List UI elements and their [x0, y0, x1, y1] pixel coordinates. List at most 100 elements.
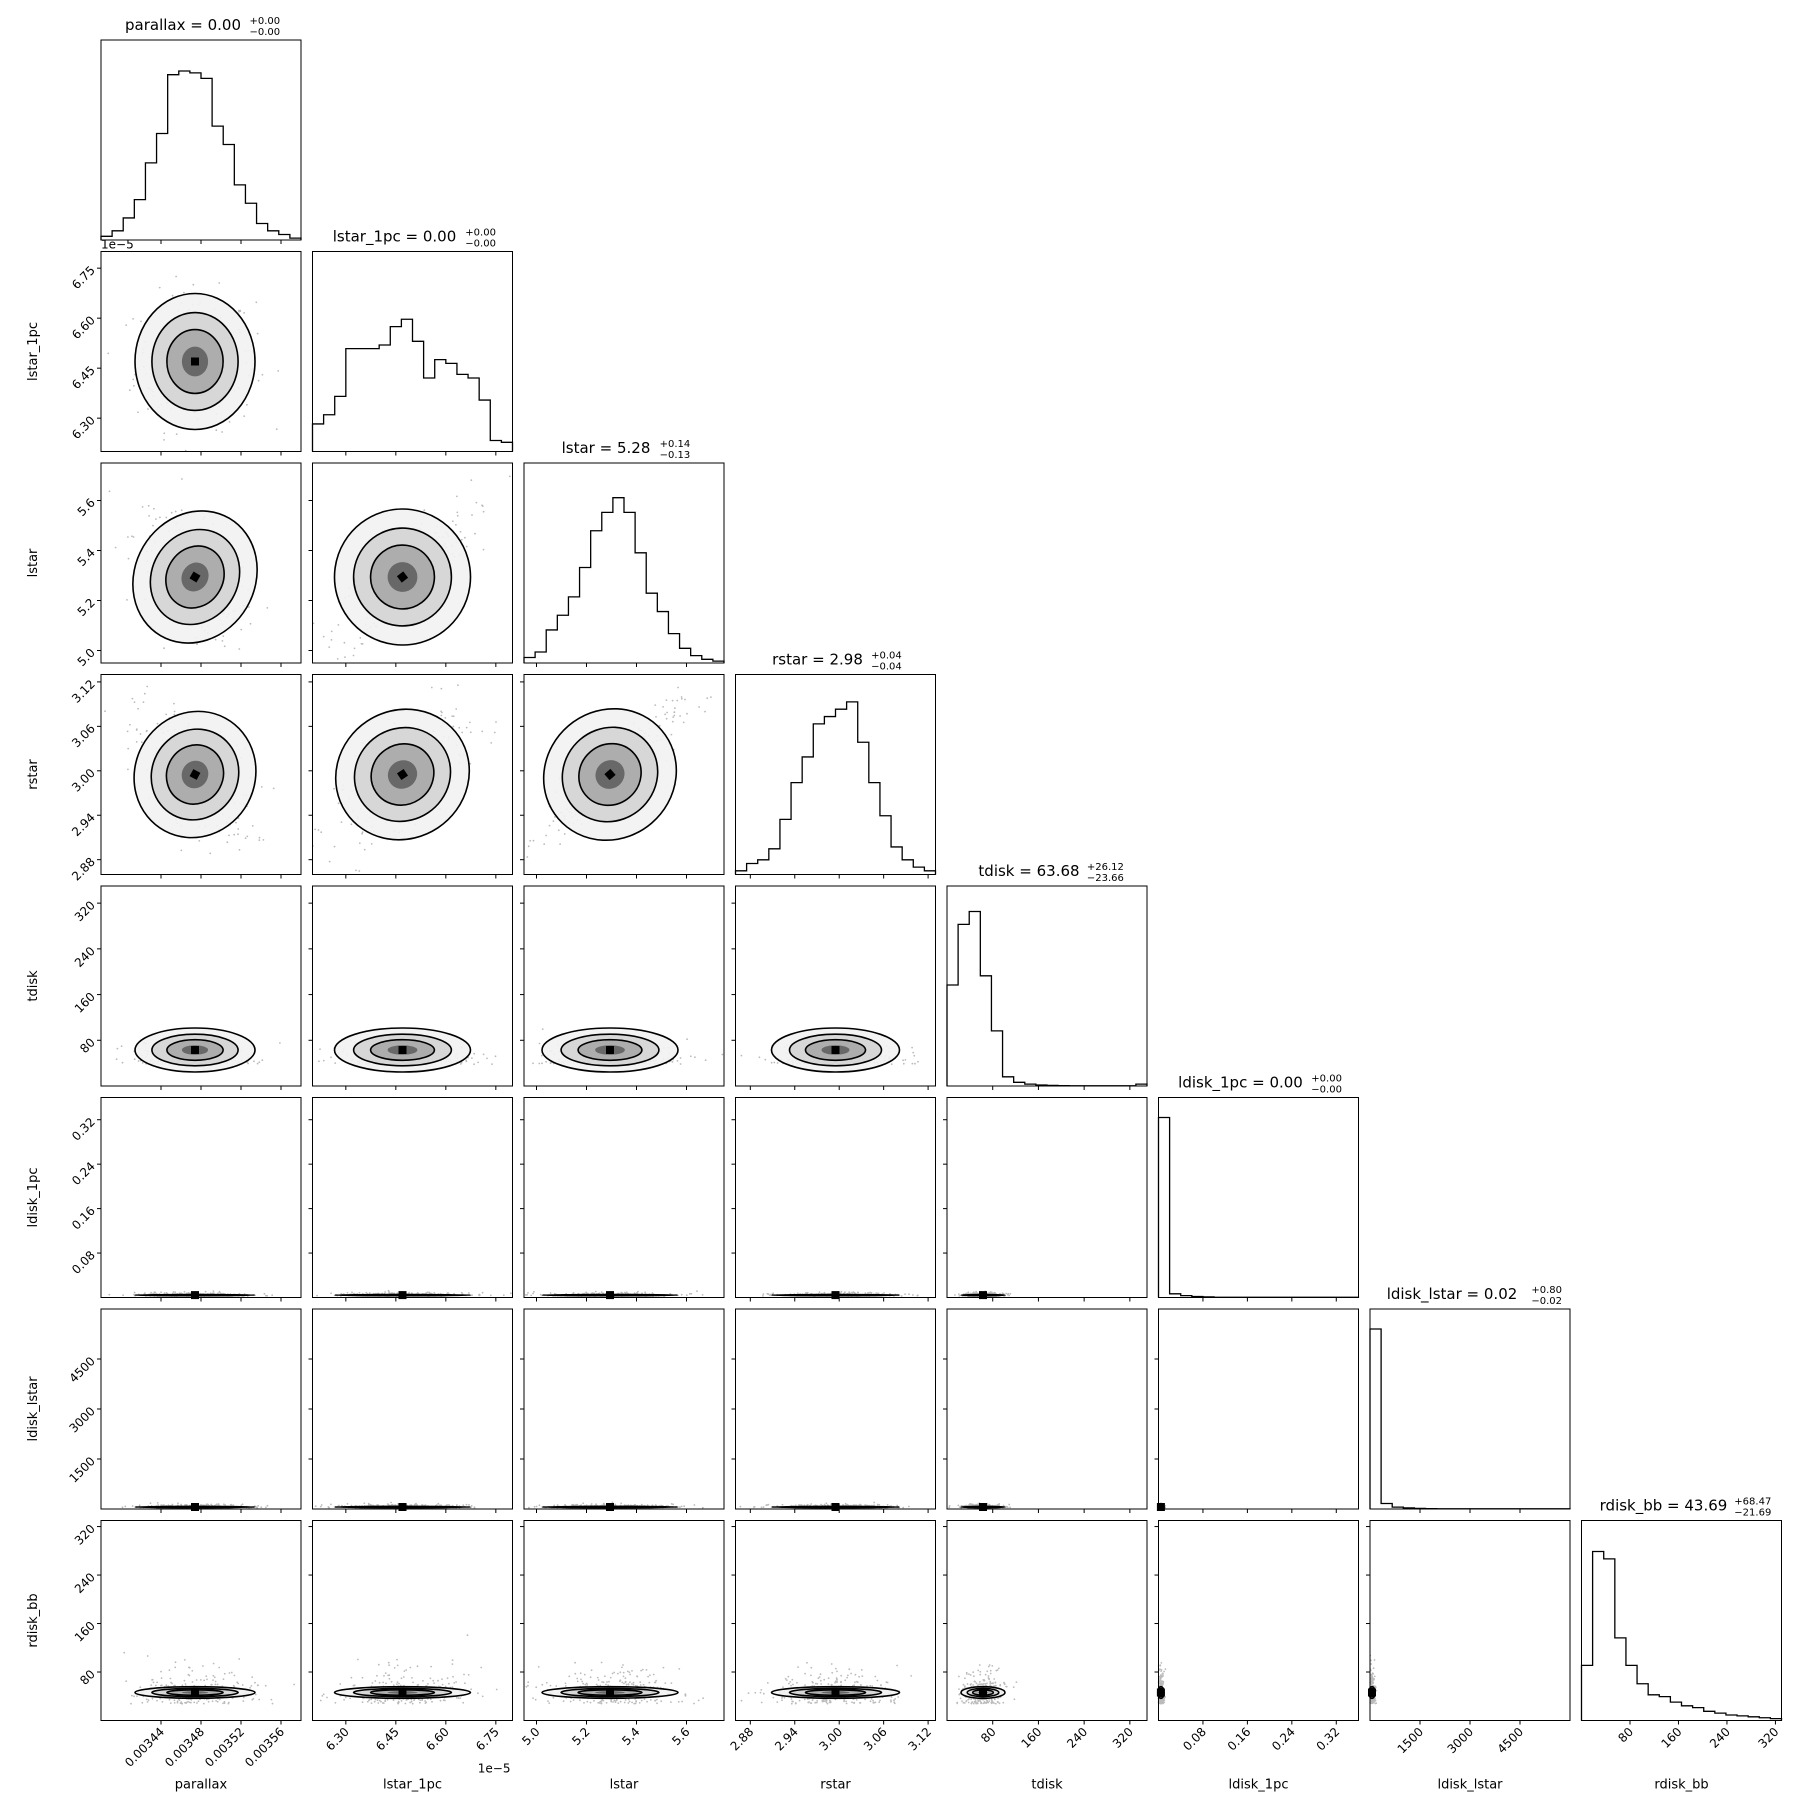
- y-tick-label: 0.32: [69, 1115, 98, 1144]
- sample-point: [671, 1061, 674, 1063]
- sample-point: [701, 1294, 704, 1296]
- sample-point: [706, 697, 709, 700]
- sample-point: [257, 1505, 259, 1507]
- sample-point: [548, 824, 551, 827]
- sample-point: [228, 834, 230, 837]
- sample-point: [165, 516, 168, 519]
- sample-point: [416, 1292, 419, 1294]
- y-tick-label: 5.6: [75, 496, 98, 519]
- sample-point: [433, 1292, 436, 1294]
- sample-point: [494, 1055, 497, 1058]
- sample-point: [239, 310, 242, 313]
- y-tick-label: 6.60: [69, 313, 98, 342]
- density-contours: [134, 1027, 256, 1073]
- sample-point: [214, 638, 217, 641]
- density-contours: [542, 707, 678, 842]
- sample-point: [465, 1503, 468, 1506]
- sample-point: [856, 1291, 859, 1294]
- sample-point: [246, 835, 249, 838]
- sample-point: [490, 742, 493, 744]
- sample-point: [127, 747, 130, 750]
- sample-point: [913, 1054, 916, 1057]
- sample-point: [318, 1060, 320, 1063]
- scatter-panel-rstar-ldisk_1pc: [731, 1097, 936, 1302]
- sample-point: [489, 1294, 492, 1297]
- sample-point: [107, 352, 110, 355]
- sample-point: [541, 1028, 544, 1030]
- sample-point: [244, 837, 247, 840]
- sample-point: [358, 842, 361, 844]
- sample-point: [478, 1294, 481, 1297]
- density-contours: [333, 1027, 472, 1073]
- sample-point: [218, 282, 221, 284]
- scatter-panel-lstar-rstar: [520, 674, 725, 879]
- density-contours: [334, 708, 471, 841]
- panel-title: lstar_1pc = 0.00 +0.00−0.00: [333, 228, 496, 250]
- density-peak: [189, 769, 201, 780]
- sample-point: [172, 1291, 175, 1293]
- sample-point: [126, 599, 128, 601]
- sample-point: [465, 726, 468, 729]
- panel-title: parallax = 0.00 +0.00−0.00: [125, 16, 280, 38]
- contour-line: [369, 544, 436, 610]
- hist-panel-ldisk_1pc: ldisk_1pc = 0.00 +0.00−0.00: [1157, 1074, 1360, 1302]
- sample-point: [152, 524, 154, 527]
- sample-point: [133, 1058, 136, 1061]
- sample-point: [137, 1060, 140, 1062]
- sample-point: [317, 829, 320, 831]
- sample-point: [456, 495, 458, 498]
- sample-point: [440, 687, 443, 690]
- lower-error: −0.00: [465, 239, 496, 250]
- sample-point: [481, 1291, 484, 1294]
- sample-point: [1006, 1293, 1009, 1296]
- sample-point: [662, 706, 664, 708]
- upper-error: +0.04: [871, 651, 902, 662]
- sample-point: [510, 1292, 512, 1295]
- sample-point: [121, 1506, 124, 1509]
- sample-point: [277, 370, 280, 372]
- sample-point: [114, 546, 117, 549]
- sample-point: [883, 1292, 885, 1294]
- sample-point: [312, 622, 315, 625]
- sample-point: [538, 1042, 541, 1045]
- sample-point: [465, 1059, 468, 1062]
- sample-point: [680, 1293, 683, 1296]
- sample-point: [359, 637, 362, 639]
- sample-point: [600, 1291, 603, 1294]
- sample-point: [458, 726, 461, 729]
- sample-point: [764, 1058, 767, 1061]
- sample-point: [690, 1292, 693, 1295]
- sample-point: [664, 713, 666, 716]
- y-tick-label: 6.75: [69, 263, 98, 292]
- sample-point: [758, 1056, 761, 1059]
- panel-frame: [312, 462, 513, 664]
- sample-point: [624, 1291, 626, 1294]
- y-tick-label: 5.4: [75, 546, 98, 569]
- panel-title: ldisk_1pc = 0.00 +0.00−0.00: [1178, 1074, 1342, 1096]
- sample-point: [141, 741, 143, 744]
- sample-point: [762, 1295, 764, 1297]
- y-tick-label: 5.2: [75, 596, 98, 619]
- sample-point: [316, 1294, 318, 1297]
- sample-point: [390, 1501, 392, 1504]
- sample-point: [322, 635, 325, 638]
- sample-point: [238, 849, 241, 851]
- sample-point: [137, 707, 139, 710]
- density-contours: [770, 1027, 901, 1073]
- contour-line: [165, 545, 225, 609]
- sample-point: [133, 384, 135, 387]
- y-tick-label: 6.45: [69, 363, 98, 392]
- sample-point: [147, 408, 149, 410]
- sample-point: [141, 1062, 144, 1064]
- sample-point: [256, 1062, 259, 1065]
- hist-panel-tdisk: tdisk = 63.68 +26.12−23.66: [946, 862, 1148, 1090]
- sample-point: [559, 843, 561, 845]
- sample-point: [108, 1293, 111, 1296]
- sample-point: [346, 1503, 349, 1505]
- sample-point: [470, 1505, 473, 1507]
- sample-point: [770, 1061, 773, 1064]
- y-tick-label: 0.24: [69, 1159, 98, 1188]
- lower-error: −23.66: [1087, 873, 1124, 884]
